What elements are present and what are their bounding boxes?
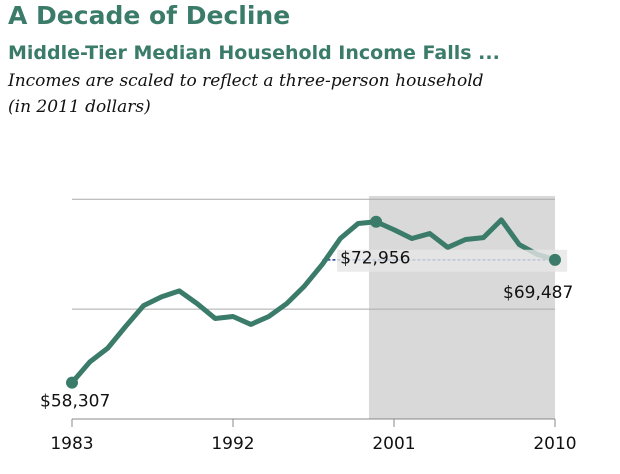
chart-title: A Decade of Decline (8, 1, 291, 30)
data-label: $58,307 (40, 392, 110, 412)
x-tick-label: 2001 (372, 434, 415, 454)
x-tick-label: 1983 (50, 434, 93, 454)
line-series (69, 217, 558, 386)
x-tick-label: 1992 (211, 434, 254, 454)
point-marker (370, 215, 383, 228)
chart-note: Incomes are scaled to reflect a three-pe… (8, 71, 484, 117)
header: A Decade of Decline Middle-Tier Median H… (8, 0, 608, 120)
data-label: $69,487 (503, 283, 573, 303)
chart-subtitle: Middle-Tier Median Household Income Fall… (8, 42, 500, 64)
x-tick-label: 2010 (533, 434, 576, 454)
label-background (337, 249, 568, 272)
point-marker (549, 253, 561, 266)
point-marker (66, 376, 78, 389)
data-label: $72,956 (340, 249, 410, 269)
